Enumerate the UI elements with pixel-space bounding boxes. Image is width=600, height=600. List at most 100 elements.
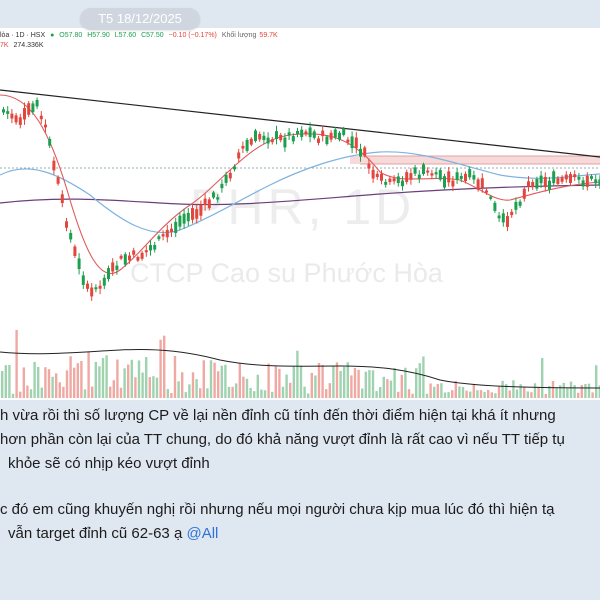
candle-body — [56, 177, 60, 184]
volume-bar — [497, 386, 501, 398]
candle-body — [333, 129, 337, 138]
candle-body — [161, 234, 165, 237]
candle-body — [375, 173, 379, 178]
volume-bar — [55, 373, 58, 398]
candle-body — [182, 213, 186, 224]
volume-bar — [289, 382, 292, 398]
candle-body — [392, 178, 396, 182]
candle-body — [300, 129, 304, 137]
volume-bar — [382, 376, 385, 398]
candle-body — [216, 197, 220, 200]
candle-body — [291, 136, 295, 142]
volume-bar — [328, 383, 331, 398]
volume-bar — [116, 359, 119, 398]
candle-body — [10, 113, 14, 119]
watermark-company: CTCP Cao su Phước Hòa — [130, 258, 443, 288]
candle-body — [338, 132, 341, 140]
candle-body — [531, 182, 535, 188]
mention-all-link[interactable]: @All — [186, 525, 219, 542]
volume-bar — [202, 360, 205, 398]
candle-body — [241, 145, 245, 149]
volume-bar — [526, 391, 529, 398]
volume-bar — [256, 374, 259, 398]
candle-body — [552, 171, 556, 184]
volume-bar — [487, 390, 490, 398]
candle-body — [506, 216, 509, 227]
volume-bar — [379, 387, 382, 398]
volume-bar — [166, 389, 169, 398]
message-line-3: khỏe sẽ có nhịp kéo vượt đỉnh — [8, 455, 210, 472]
volume-bar — [595, 365, 598, 398]
legend-high: H57.90 — [87, 32, 110, 39]
candle-body — [52, 160, 56, 171]
volume-bar — [573, 385, 576, 398]
volume-bar — [505, 384, 508, 398]
candle-body — [224, 174, 228, 183]
stock-chart-image[interactable]: lòa · 1D · HSX ● O57.80 H57.90 L57.60 C5… — [0, 28, 600, 400]
candlestick-series — [2, 97, 600, 301]
legend-open: O57.80 — [59, 32, 83, 39]
volume-bar — [483, 391, 486, 398]
candle-body — [2, 109, 5, 113]
volume-bar — [22, 367, 25, 398]
candle-body — [178, 215, 182, 227]
candle-body — [27, 103, 31, 115]
message-line-5-wrap: vẫn target đỉnh cũ 62-63 ạ @All — [8, 524, 218, 544]
candle-body — [581, 180, 585, 187]
candle-body — [149, 245, 152, 251]
volume-bar — [119, 387, 123, 398]
volume-bar — [364, 371, 367, 398]
candle-body — [308, 127, 312, 137]
candle-body — [317, 138, 320, 143]
volume-bar — [555, 387, 558, 398]
candle-body — [468, 169, 472, 178]
volume-bar — [393, 367, 396, 398]
candle-body — [279, 134, 283, 141]
message-line-4: c đó em cũng khuyến nghị rồi nhưng nếu m… — [0, 501, 555, 518]
volume-bar — [141, 372, 144, 398]
candle-body — [81, 275, 85, 285]
volume-bar — [123, 368, 126, 398]
candle-body — [472, 175, 476, 180]
candle-body — [321, 130, 325, 137]
volume-bar — [80, 360, 83, 398]
volume-bar — [29, 389, 33, 398]
candle-body — [111, 262, 115, 272]
candle-body — [212, 192, 215, 198]
candle-body — [165, 229, 169, 238]
volume-bar — [235, 383, 238, 398]
candle-body — [287, 132, 291, 136]
candle-body — [249, 138, 253, 145]
candle-body — [451, 180, 455, 187]
candle-body — [60, 194, 64, 204]
chart-ohlc-legend: lòa · 1D · HSX ● O57.80 H57.90 L57.60 C5… — [0, 32, 281, 39]
candle-body — [350, 136, 354, 149]
volume-bar — [249, 388, 252, 398]
candle-body — [69, 232, 73, 240]
volume-bar — [238, 363, 241, 398]
volume-bar — [292, 366, 295, 398]
volume-bar — [76, 363, 79, 398]
volume-bar — [19, 391, 22, 398]
volume-bar — [440, 383, 443, 398]
volume-bar — [587, 383, 591, 398]
volume-bar — [303, 386, 306, 398]
candle-body — [254, 130, 257, 142]
volume-bar — [159, 339, 162, 398]
volume-bar — [213, 362, 216, 398]
volume-bar — [386, 379, 389, 398]
volume-bar — [321, 364, 324, 398]
volume-bar — [94, 361, 97, 398]
candle-body — [312, 131, 316, 138]
candle-body — [48, 138, 52, 146]
volume-bar — [425, 393, 429, 398]
volume-bar — [101, 357, 105, 398]
volume-bar — [317, 362, 321, 398]
candle-body — [464, 173, 467, 181]
volume-bar — [566, 388, 569, 398]
volume-bar — [152, 376, 155, 398]
candle-body — [262, 135, 266, 141]
volume-bar — [443, 392, 447, 398]
volume-bar — [191, 372, 195, 398]
